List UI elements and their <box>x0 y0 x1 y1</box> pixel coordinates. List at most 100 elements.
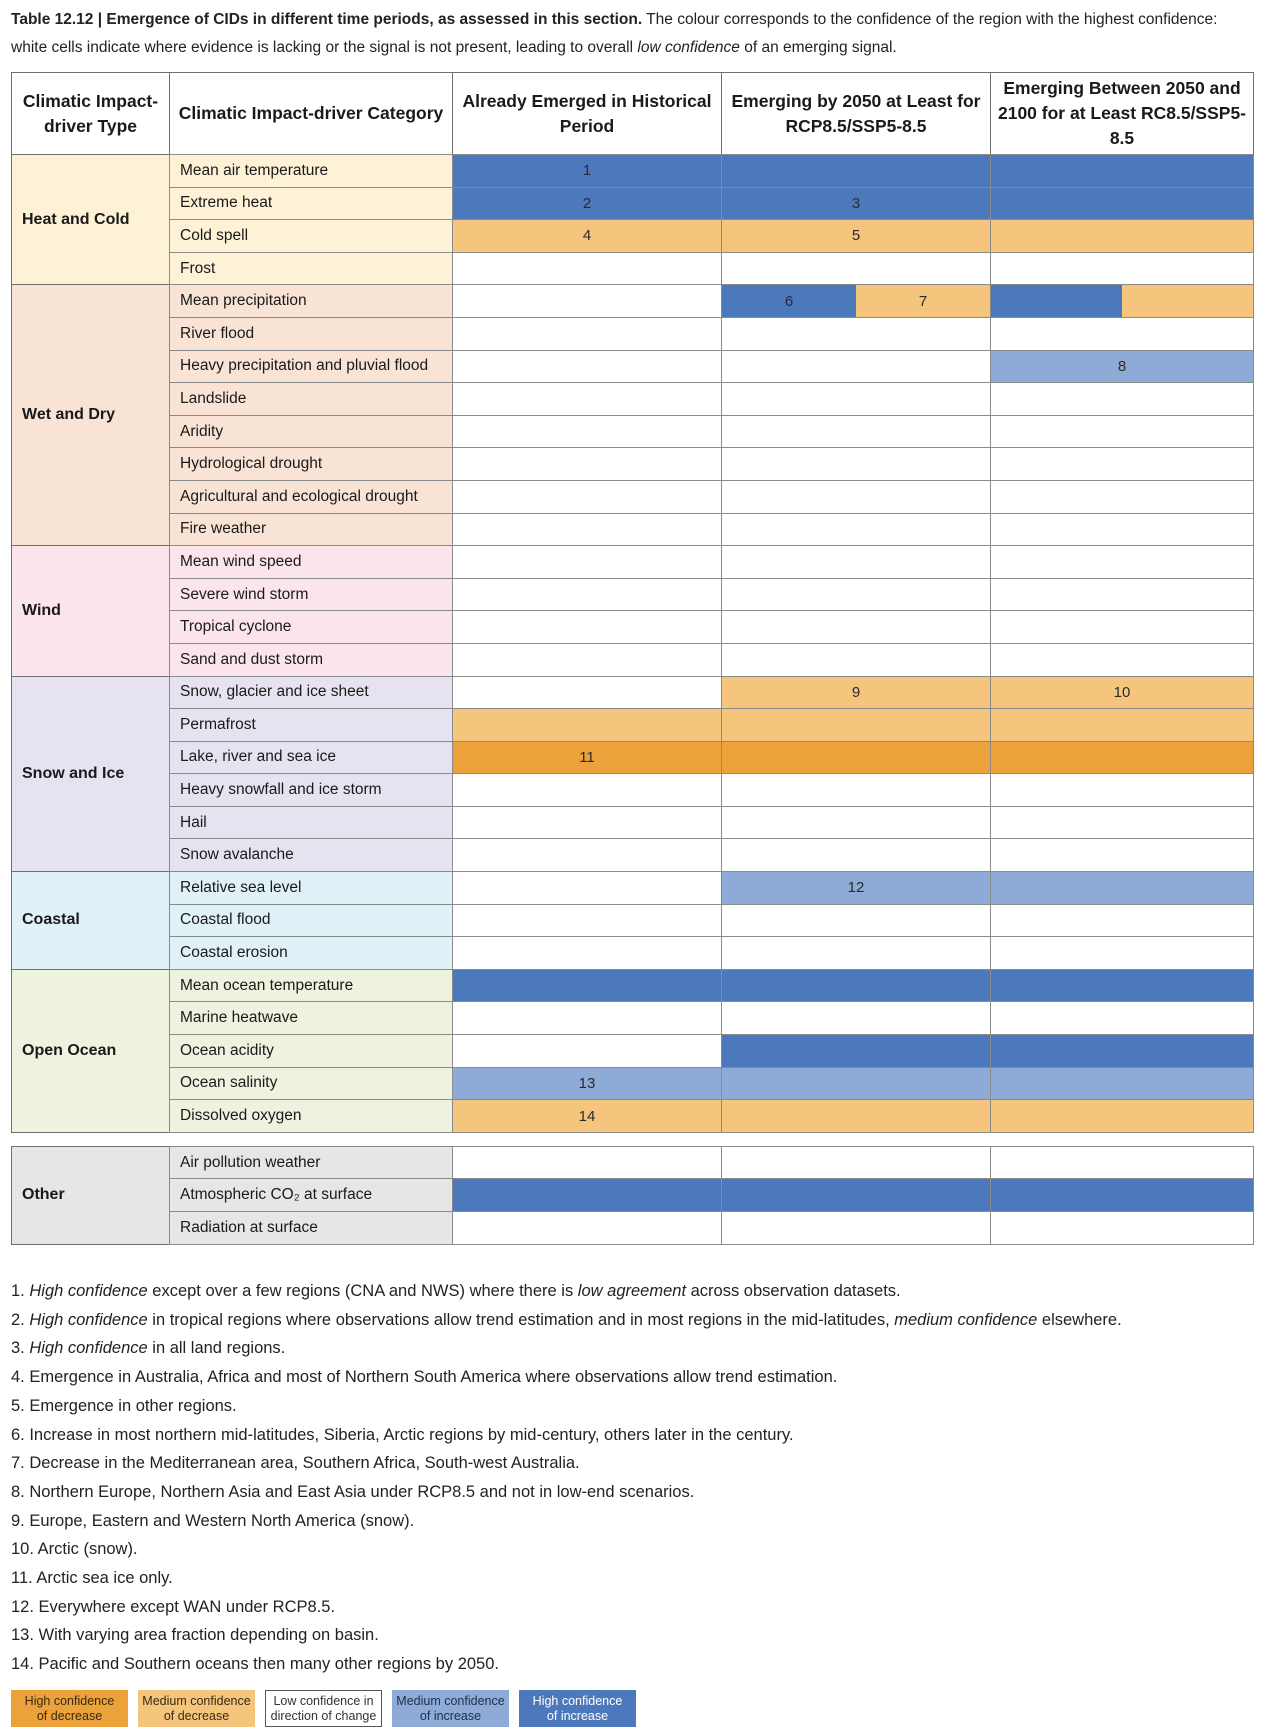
emergence-segment <box>722 611 990 643</box>
emergence-segment <box>991 1002 1253 1035</box>
emergence-segment: 13 <box>453 1067 721 1100</box>
emergence-segment <box>991 546 1253 578</box>
emergence-segment <box>722 578 990 611</box>
emergence-cell <box>721 1066 991 1101</box>
cid-category-cell: Air pollution weather <box>169 1145 453 1180</box>
emergence-cell <box>721 642 991 677</box>
emergence-cell <box>990 316 1254 351</box>
cid-category-cell: Ocean salinity <box>169 1066 453 1101</box>
footnote-italic: low agreement <box>577 1282 687 1300</box>
cid-category-cell: Hydrological drought <box>169 447 453 481</box>
emergence-segment <box>722 741 990 774</box>
emergence-cell <box>452 675 722 710</box>
emergence-cell <box>721 545 991 579</box>
footnote-text: 1. <box>11 1282 30 1300</box>
emergence-segment: 14 <box>453 1100 721 1132</box>
emergence-segment <box>453 448 721 480</box>
emergence-segment <box>991 578 1253 611</box>
emergence-cell <box>721 610 991 644</box>
footnote-text: 6. Increase in most northern mid-latitud… <box>11 1425 794 1444</box>
emergence-segment <box>722 448 990 480</box>
footnote-text: 12. Everywhere except WAN under RCP8.5. <box>11 1597 336 1616</box>
emergence-cell <box>452 936 722 970</box>
emergence-segment <box>991 448 1253 480</box>
emergence-cell: 12 <box>721 871 991 905</box>
emergence-cell <box>990 382 1254 416</box>
emergence-segment <box>453 317 721 350</box>
cid-category-cell: Mean ocean temperature <box>169 968 453 1003</box>
emergence-cell <box>721 1099 991 1133</box>
emergence-segment <box>991 872 1253 904</box>
footnote-text: 4. Emergence in Australia, Africa and mo… <box>11 1368 838 1387</box>
emergence-cell <box>990 1034 1254 1068</box>
emergence-cell <box>721 382 991 416</box>
footnote-text: 8. Northern Europe, Northern Asia and Ea… <box>11 1482 695 1501</box>
legend-item-low: Low confidence in direction of change <box>265 1690 382 1727</box>
legend-label-line1: High confidence <box>24 1693 115 1708</box>
emergence-cell: 5 <box>721 219 991 253</box>
emergence-segment <box>991 1100 1253 1132</box>
emergence-segment <box>991 1179 1253 1211</box>
emergence-segment <box>453 709 721 741</box>
emergence-cell <box>990 1178 1254 1212</box>
emergence-cell <box>452 284 722 318</box>
emergence-segment: 2 <box>453 187 721 220</box>
footnotes: 1. High confidence except over a few reg… <box>11 1277 1251 1679</box>
emergence-cell <box>721 773 991 807</box>
emergence-segment <box>722 155 990 187</box>
legend-label-line2: of increase <box>419 1708 482 1723</box>
emergence-segment <box>991 937 1253 969</box>
emergence-segment <box>722 709 990 741</box>
emergence-cell <box>721 251 991 286</box>
legend-item-medium-decrease: Medium confidence of decrease <box>138 1690 255 1727</box>
emergence-cell <box>452 903 722 938</box>
footnote-italic: High confidence <box>29 1339 148 1358</box>
caption-italic: low confidence <box>637 39 740 56</box>
emergence-segment <box>722 350 990 383</box>
emergence-cell: 1 <box>452 154 722 188</box>
emergence-segment <box>991 155 1253 187</box>
footnote-text: 5. Emergence in other regions. <box>11 1396 237 1415</box>
emergence-segment <box>991 643 1253 676</box>
emergence-segment <box>453 937 721 969</box>
emergence-cell <box>452 1211 722 1245</box>
legend-item-high-increase: High confidence of increase <box>519 1690 636 1727</box>
emergence-segment <box>991 285 1122 317</box>
emergence-cell <box>452 610 722 644</box>
emergence-segment <box>991 1067 1253 1100</box>
emergence-cell <box>990 447 1254 481</box>
emergence-cell <box>721 903 991 938</box>
emergence-cell <box>990 805 1254 840</box>
emergence-cell <box>721 968 991 1003</box>
emergence-segment <box>453 1212 721 1244</box>
cid-category-cell: Relative sea level <box>169 871 453 905</box>
emergence-segment <box>453 252 721 285</box>
emergence-segment <box>991 904 1253 937</box>
cid-category-cell: Coastal erosion <box>169 936 453 970</box>
emergence-segment <box>453 872 721 904</box>
emergence-segment <box>453 1035 721 1067</box>
cid-category-cell: Tropical cyclone <box>169 610 453 644</box>
emergence-segment <box>1122 285 1253 317</box>
emergence-segment <box>453 415 721 448</box>
emergence-segment <box>453 578 721 611</box>
cid-category-cell: Snow, glacier and ice sheet <box>169 675 453 710</box>
emergence-segment <box>722 546 990 578</box>
emergence-cell <box>721 838 991 873</box>
emergence-cell: 10 <box>990 675 1254 710</box>
footnote-text: in tropical regions where observations a… <box>147 1310 895 1329</box>
emergence-cell <box>990 154 1254 188</box>
emergence-cell <box>452 349 722 384</box>
cid-category-cell: Heavy snowfall and ice storm <box>169 773 453 807</box>
emergence-segment <box>722 904 990 937</box>
header-emerging-2050: Emerging by 2050 at Least for RCP8.5/SSP… <box>721 72 991 155</box>
emergence-segment <box>991 1146 1253 1179</box>
footnote: 8. Northern Europe, Northern Asia and Ea… <box>11 1478 1251 1507</box>
cid-category-cell: Lake, river and sea ice <box>169 740 453 775</box>
footnote-text: 2. <box>11 1310 30 1329</box>
cid-category-cell: Mean air temperature <box>169 154 453 188</box>
emergence-cell <box>990 545 1254 579</box>
cid-category-cell: Fire weather <box>169 512 453 547</box>
emergence-segment <box>722 415 990 448</box>
